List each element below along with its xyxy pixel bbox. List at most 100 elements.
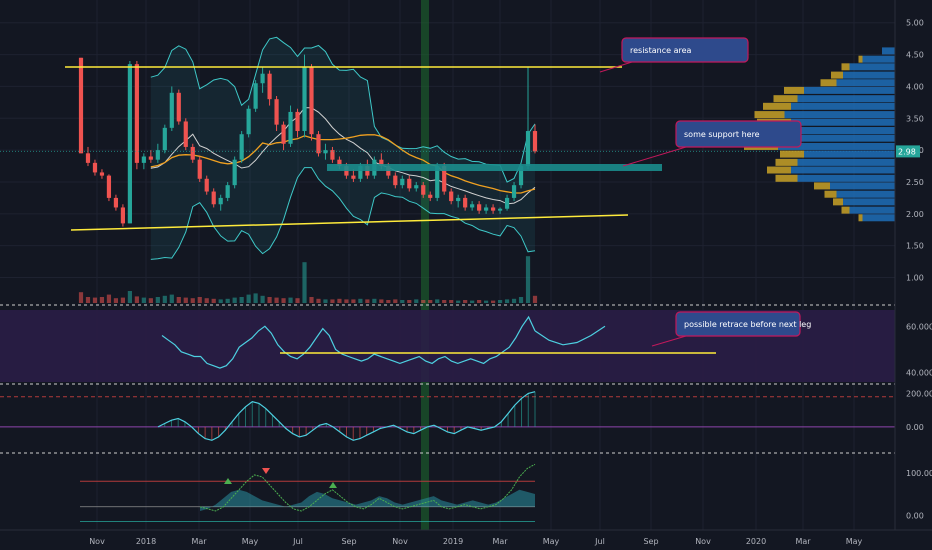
candle-body [99, 172, 105, 176]
rsi-callout-text: possible retrace before next leg [684, 320, 811, 329]
candle-body [85, 153, 91, 163]
x-tick-label: Jul [292, 537, 303, 546]
volume-bar [162, 295, 167, 303]
x-tick-label: Nov [89, 537, 105, 546]
volume-bar [484, 300, 489, 303]
volume-bar [288, 297, 293, 303]
volume-bar [134, 296, 139, 303]
candle-body [162, 127, 167, 151]
rsi-callout-box [675, 311, 801, 337]
volume-bar [120, 297, 126, 303]
volume-bar [442, 300, 447, 303]
candle-body [232, 159, 237, 186]
candle-body [407, 178, 412, 189]
rsi-line [161, 315, 536, 369]
volume-bar [260, 295, 265, 303]
candle-body [442, 166, 447, 192]
rsi-panel[interactable]: possible retrace before next leg [0, 310, 895, 382]
volume-bar [386, 300, 391, 303]
cci-y-tick: 200.00 [906, 389, 932, 398]
volume-bar [372, 298, 377, 303]
volume-profile-bar [862, 55, 895, 63]
x-tick-label: May [242, 537, 259, 546]
volume-profile-bar-gold [820, 79, 837, 87]
volume-bar [490, 300, 496, 303]
candle-body [253, 83, 258, 109]
volume-profile-bar [784, 111, 895, 119]
volume-bar [85, 297, 91, 303]
candle-body [197, 159, 202, 179]
candle-body [400, 178, 405, 186]
resistance-callout-pointer [599, 61, 633, 73]
volume-bar [218, 299, 223, 303]
volume-profile-bar-gold [784, 86, 804, 94]
candle-body [127, 64, 132, 224]
rsi-y-tick: 60.0000 [906, 322, 932, 331]
stoch-buy-arrow-icon [224, 478, 232, 484]
candle-body [246, 108, 251, 135]
volume-bar [525, 256, 531, 303]
candle-body [511, 185, 517, 198]
candle-body [169, 92, 174, 128]
volume-profile-bar [804, 150, 895, 158]
candle-body [260, 73, 265, 84]
candle-body [477, 204, 482, 211]
volume-profile-bar [791, 118, 895, 126]
candle-body [421, 185, 426, 195]
y-tick-label: 2.00 [906, 210, 924, 219]
volume-bar [190, 298, 195, 303]
candle-body [490, 207, 496, 211]
volume-profile-bar [830, 182, 895, 190]
candle-body [288, 111, 293, 144]
volume-bar [155, 297, 160, 303]
x-tick-label: Mar [795, 537, 811, 546]
volume-bar [274, 297, 279, 303]
stoch-panel[interactable] [80, 463, 536, 523]
candle-body [497, 208, 503, 211]
candle-body [239, 134, 244, 160]
volume-bar [414, 299, 419, 303]
cci-panel[interactable] [0, 391, 895, 441]
candle-body [435, 166, 440, 198]
volume-bar [449, 300, 454, 303]
volume-profile-bar [791, 166, 895, 174]
volume-bar [78, 292, 84, 303]
volume-bar [379, 299, 384, 303]
volume-profile-bar-gold [763, 102, 791, 110]
volume-profile-bar [804, 86, 895, 94]
candle-body [106, 175, 112, 198]
volume-profile-bar-gold [775, 158, 798, 166]
candle-body [274, 99, 279, 125]
volume-profile-bar [843, 71, 895, 79]
volume-profile-bar [791, 134, 895, 142]
volume-bar [253, 293, 258, 303]
price-panel[interactable]: resistance area some support here [0, 36, 895, 303]
volume-bar [127, 291, 132, 303]
x-tick-label: Sep [341, 537, 356, 546]
candle-body [183, 121, 188, 147]
x-tick-label: Mar [492, 537, 508, 546]
volume-profile-bar-gold [858, 55, 863, 63]
candle-body [463, 197, 468, 208]
volume-bar [365, 299, 370, 303]
candle-body [295, 111, 300, 132]
y-tick-label: 5.00 [906, 19, 924, 28]
volume-bar [232, 297, 237, 303]
candle-body [204, 178, 209, 192]
volume-profile-bar [836, 190, 895, 198]
volume-bar [323, 299, 328, 303]
volume-profile-bar [849, 206, 895, 214]
candle-body [428, 194, 433, 198]
volume-bar [183, 297, 188, 303]
volume-profile-bar [778, 142, 895, 150]
volume-bar [504, 299, 510, 303]
x-tick-label: May [543, 537, 560, 546]
y-tick-label: 3.50 [906, 114, 924, 123]
candle-body [218, 197, 223, 205]
y-tick-label: 4.50 [906, 51, 924, 60]
volume-bar [141, 297, 146, 303]
candle-body [148, 156, 153, 160]
